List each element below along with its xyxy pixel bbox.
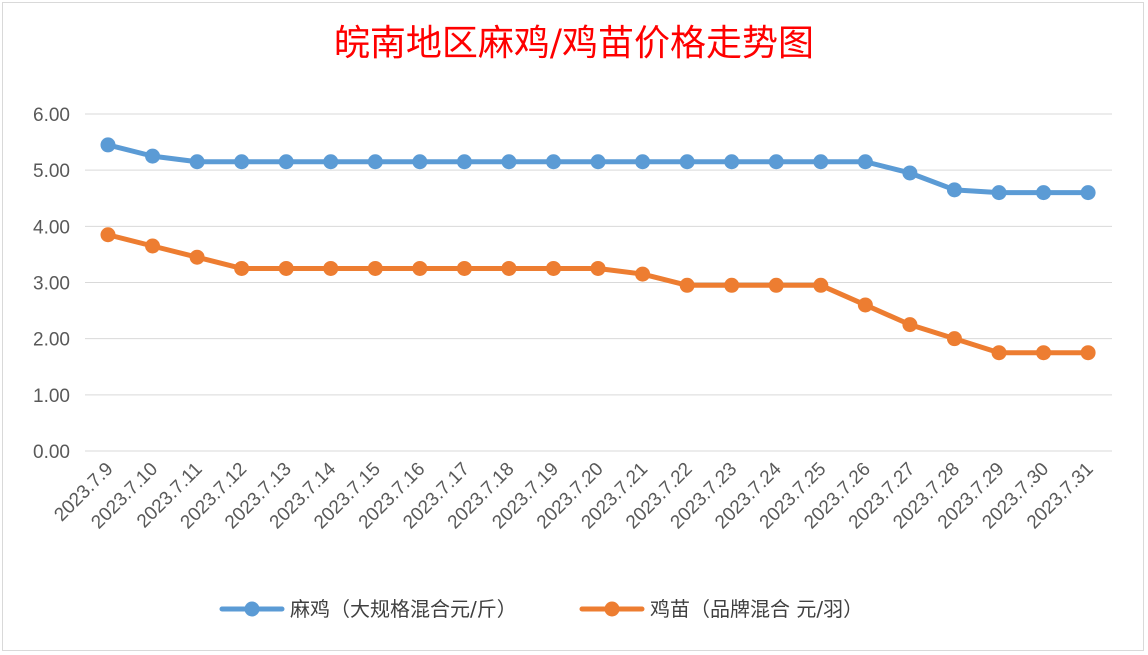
data-point <box>100 137 116 153</box>
data-point <box>946 331 962 347</box>
data-point <box>1036 185 1052 201</box>
data-point <box>857 297 873 313</box>
data-point <box>946 182 962 198</box>
data-point <box>1080 345 1096 361</box>
data-point <box>590 260 606 276</box>
gridlines <box>85 113 1112 452</box>
legend-marker <box>244 601 260 617</box>
data-point <box>100 227 116 243</box>
legend-marker <box>604 601 620 617</box>
data-point <box>278 154 294 170</box>
data-point <box>501 260 517 276</box>
data-point <box>145 238 161 254</box>
legend: 麻鸡（大规格混合元/斤） 鸡苗（品牌混合 元/羽） <box>219 597 863 621</box>
data-point <box>323 260 339 276</box>
legend-item-1: 麻鸡（大规格混合元/斤） <box>219 597 517 621</box>
data-point <box>234 154 250 170</box>
data-point <box>145 148 161 164</box>
data-point <box>724 277 740 293</box>
data-point <box>278 260 294 276</box>
data-point <box>768 277 784 293</box>
data-point <box>902 317 918 333</box>
y-tick-label: 0.00 <box>33 442 70 463</box>
y-tick-label: 3.00 <box>33 274 70 295</box>
data-point <box>590 154 606 170</box>
legend-item-2: 鸡苗（品牌混合 元/羽） <box>579 597 863 621</box>
series-2 <box>100 227 1096 361</box>
legend-label: 鸡苗（品牌混合 元/羽） <box>650 597 863 621</box>
data-point <box>546 260 561 276</box>
data-point <box>857 154 873 170</box>
series-line <box>105 232 1091 356</box>
y-tick-label: 2.00 <box>33 330 70 351</box>
x-axis-ticks: 2023.7.92023.7.102023.7.112023.7.122023.… <box>50 458 1097 533</box>
series-lines <box>100 137 1096 361</box>
y-tick-label: 4.00 <box>33 217 70 238</box>
series-1 <box>100 137 1096 201</box>
data-point <box>412 154 428 170</box>
data-point <box>813 154 829 170</box>
data-point <box>456 154 472 170</box>
data-point <box>991 345 1007 361</box>
data-point <box>768 154 784 170</box>
legend-label: 麻鸡（大规格混合元/斤） <box>290 597 517 621</box>
data-point <box>546 154 561 170</box>
data-point <box>679 277 695 293</box>
data-point <box>501 154 517 170</box>
data-point <box>1036 345 1052 361</box>
y-axis-ticks: 0.00 1.00 2.00 3.00 4.00 5.00 6.00 <box>33 105 70 463</box>
data-point <box>456 260 472 276</box>
chart-title: 皖南地区麻鸡/鸡苗价格走势图 <box>333 23 815 64</box>
y-tick-label: 5.00 <box>33 161 70 182</box>
data-point <box>902 165 918 181</box>
y-tick-label: 1.00 <box>33 386 70 407</box>
data-point <box>189 249 205 265</box>
y-tick-label: 6.00 <box>33 105 70 126</box>
data-point <box>635 266 651 282</box>
data-point <box>1080 185 1096 201</box>
data-point <box>323 154 339 170</box>
data-point <box>635 154 651 170</box>
data-point <box>367 260 383 276</box>
data-point <box>991 185 1007 201</box>
data-point <box>234 260 250 276</box>
data-point <box>367 154 383 170</box>
data-point <box>412 260 428 276</box>
data-point <box>189 154 205 170</box>
data-point <box>679 154 695 170</box>
data-point <box>813 277 829 293</box>
data-point <box>724 154 740 170</box>
